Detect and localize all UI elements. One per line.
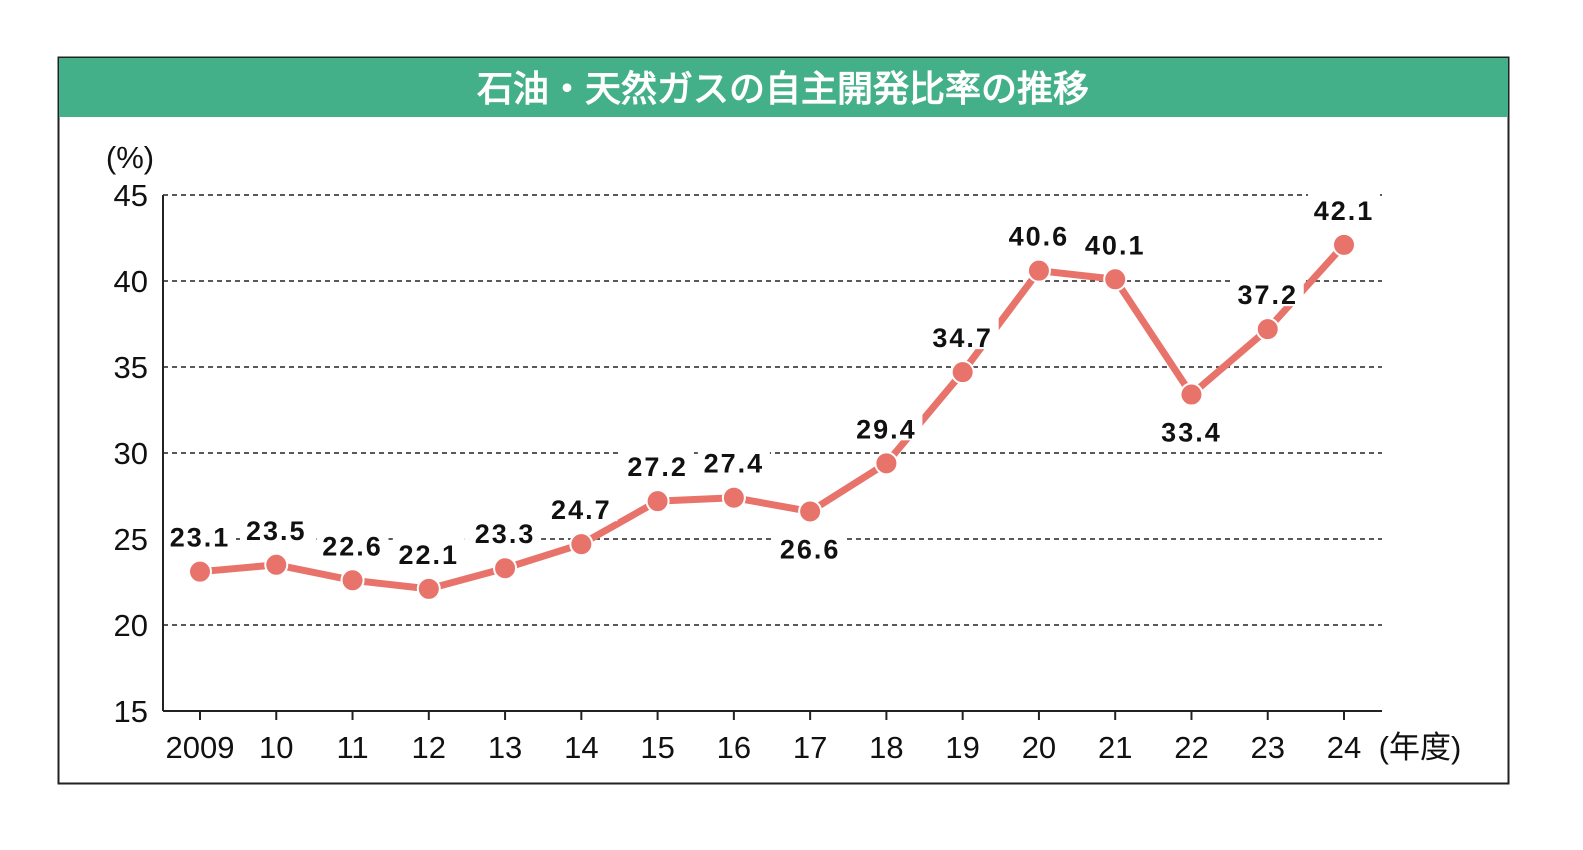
y-tick-label: 40 [114,264,148,299]
data-label-bg [850,408,923,441]
data-point [950,360,975,385]
data-point [1179,382,1204,407]
x-tick-label: 17 [793,730,827,765]
data-point [1255,317,1280,342]
x-tick-label: 21 [1098,730,1132,765]
y-tick-label: 35 [114,350,148,385]
data-label-bg [621,446,694,479]
x-tick-label: 2009 [166,730,235,765]
x-tick-label: 14 [564,730,598,765]
data-label-bg [545,489,618,522]
data-point [798,499,823,524]
data-label-bg [392,533,465,566]
y-tick-label: 45 [114,178,148,213]
data-label-bg [774,533,847,566]
data-label-bg [316,525,389,558]
data-point [721,485,746,510]
x-tick-label: 10 [259,730,293,765]
data-label: 29.4 [856,414,917,444]
data-label: 37.2 [1237,280,1298,310]
data-label: 42.1 [1314,196,1375,226]
data-label: 27.4 [704,449,765,479]
y-axis-unit: (%) [106,140,154,175]
x-tick-label: 16 [717,730,751,765]
chart-title: 石油・天然ガスの自主開発比率の推移 [477,68,1089,110]
data-label: 22.1 [399,540,460,570]
data-label: 23.3 [475,519,536,549]
x-tick-label: 11 [336,730,368,765]
data-point [340,568,365,593]
data-label: 40.1 [1085,230,1146,260]
data-point [493,556,518,581]
data-label: 34.7 [932,323,993,353]
data-point [645,489,670,514]
data-label: 22.6 [322,531,383,561]
data-label: 24.7 [551,495,612,525]
data-point [416,576,441,601]
data-label: 33.4 [1161,418,1222,448]
y-tick-label: 30 [114,436,148,471]
x-tick-label: 15 [640,730,674,765]
series-line [199,242,1347,593]
y-tick-label: 20 [114,608,148,643]
x-axis-unit: (年度) [1379,730,1462,765]
data-label-bg [1002,215,1075,248]
x-tick-label: 18 [869,730,903,765]
y-tick-label: 25 [114,522,148,557]
data-label: 23.5 [246,516,307,546]
data-label: 23.1 [170,523,231,553]
data-label: 26.6 [780,534,841,564]
y-tick-label: 15 [114,694,148,729]
data-point [569,532,594,557]
x-tick-label: 12 [412,730,446,765]
x-tick-label: 13 [488,730,522,765]
data-point [874,451,899,476]
data-point [1026,258,1051,283]
x-tick-label: 23 [1250,730,1284,765]
x-tick-label: 22 [1174,730,1208,765]
data-label-bg [1231,274,1304,307]
data-label-bg [469,513,542,546]
chart-frame [57,56,1510,785]
x-tick-label: 19 [945,730,979,765]
x-tick-label: 20 [1022,730,1056,765]
data-label-bg [1308,189,1380,222]
data-point [1332,232,1356,257]
data-label: 40.6 [1009,222,1070,252]
title-band [59,58,1508,117]
data-label-bg [926,317,999,350]
data-label-bg [697,442,770,475]
data-point [264,552,289,577]
data-label-bg [1079,224,1152,257]
data-label-bg [1155,416,1228,449]
data-label: 27.2 [627,452,688,482]
data-label-bg [164,516,236,549]
data-label-bg [240,509,313,542]
data-point [188,559,212,584]
data-point [1103,267,1128,292]
x-tick-label: 24 [1327,730,1361,765]
